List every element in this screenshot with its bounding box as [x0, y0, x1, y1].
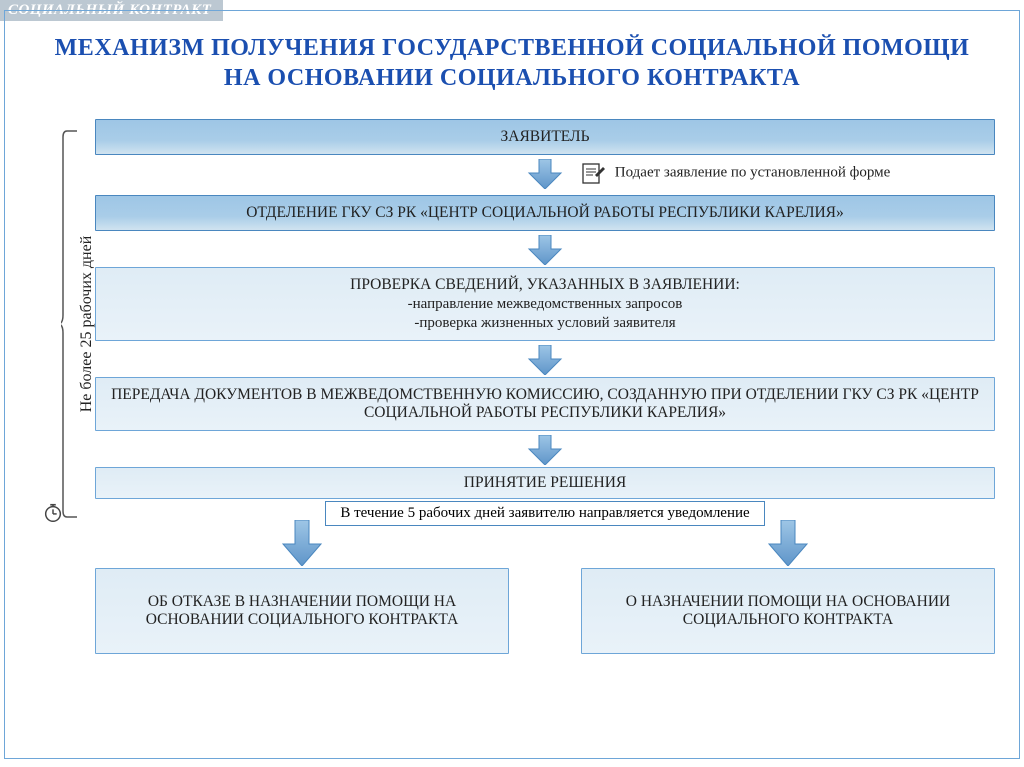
- outcome-deny: ОБ ОТКАЗЕ В НАЗНАЧЕНИИ ПОМОЩИ НА ОСНОВАН…: [95, 568, 509, 654]
- step-transfer: ПЕРЕДАЧА ДОКУМЕНТОВ В МЕЖВЕДОМСТВЕННУЮ К…: [95, 377, 995, 431]
- step-decision: ПРИНЯТИЕ РЕШЕНИЯ: [95, 467, 995, 499]
- outcome-approve: О НАЗНАЧЕНИИ ПОМОЩИ НА ОСНОВАНИИ СОЦИАЛЬ…: [581, 568, 995, 654]
- check-title: ПРОВЕРКА СВЕДЕНИЙ, УКАЗАННЫХ В ЗАЯВЛЕНИИ…: [350, 276, 740, 293]
- arrow-down-icon: [527, 159, 563, 189]
- branch-approve: О НАЗНАЧЕНИИ ПОМОЩИ НА ОСНОВАНИИ СОЦИАЛЬ…: [581, 516, 995, 654]
- step-department: ОТДЕЛЕНИЕ ГКУ СЗ РК «ЦЕНТР СОЦИАЛЬНОЙ РА…: [95, 195, 995, 231]
- page-frame: МЕХАНИЗМ ПОЛУЧЕНИЯ ГОСУДАРСТВЕННОЙ СОЦИА…: [4, 10, 1020, 759]
- arrow-down-icon: [527, 345, 563, 375]
- check-line1: -направление межведомственных запросов: [110, 296, 980, 313]
- document-icon: [581, 161, 607, 185]
- submit-note-text: Подает заявление по установленной форме: [615, 164, 891, 180]
- arrow-down-icon: [527, 235, 563, 265]
- submit-annotation: Подает заявление по установленной форме: [581, 161, 890, 185]
- clock-icon: [42, 502, 64, 524]
- check-line2: -проверка жизненных условий заявителя: [110, 315, 980, 332]
- flow-area: ЗАЯВИТЕЛЬ Подает заявление по установлен…: [95, 119, 995, 744]
- page-title: МЕХАНИЗМ ПОЛУЧЕНИЯ ГОСУДАРСТВЕННОЙ СОЦИА…: [35, 33, 989, 93]
- timeline-label: Не более 25 рабочих дней: [78, 214, 96, 434]
- arrow-down-icon: [527, 435, 563, 465]
- step-check: ПРОВЕРКА СВЕДЕНИЙ, УКАЗАННЫХ В ЗАЯВЛЕНИИ…: [95, 267, 995, 341]
- timeline-bracket: Не более 25 рабочих дней: [25, 129, 85, 519]
- step-applicant: ЗАЯВИТЕЛЬ: [95, 119, 995, 155]
- branch-row: ОБ ОТКАЗЕ В НАЗНАЧЕНИИ ПОМОЩИ НА ОСНОВАН…: [95, 516, 995, 654]
- branch-deny: ОБ ОТКАЗЕ В НАЗНАЧЕНИИ ПОМОЩИ НА ОСНОВАН…: [95, 516, 509, 654]
- arrow-down-icon: [281, 520, 323, 566]
- arrow-down-icon: [767, 520, 809, 566]
- bracket-icon: [61, 129, 79, 519]
